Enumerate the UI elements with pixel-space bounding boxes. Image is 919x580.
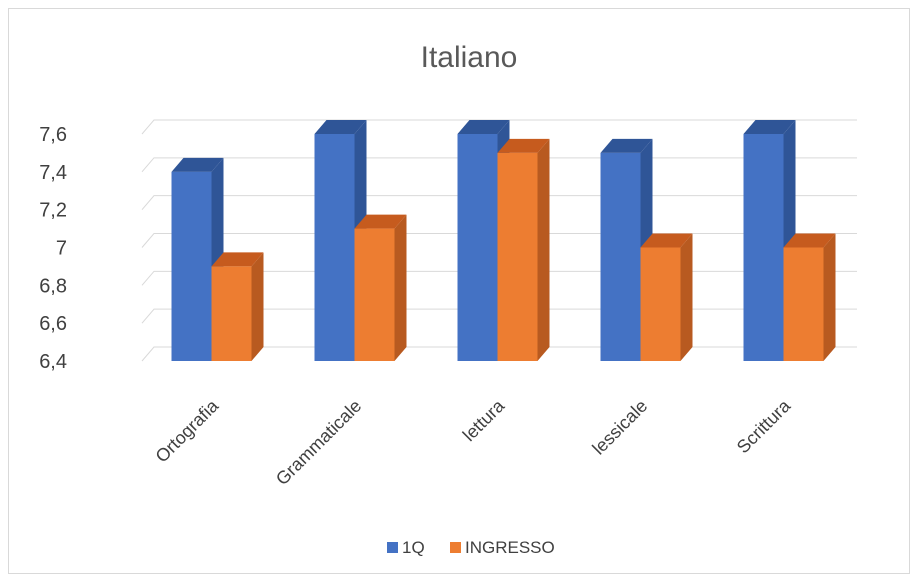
bar-front (640, 247, 681, 361)
y-tick-label: 6,8 (39, 275, 67, 297)
y-tick-label: 7 (56, 238, 67, 260)
bar-INGRESSO-lettura (497, 138, 550, 361)
bar-top (640, 233, 693, 248)
bars (171, 120, 836, 361)
y-tick-label: 7,6 (39, 124, 67, 146)
legend-label: 1Q (402, 538, 425, 557)
bar-front (171, 171, 212, 361)
y-tick-label: 6,6 (39, 313, 67, 335)
x-category-label: lessicale (588, 396, 651, 459)
bar-top (600, 138, 653, 153)
bar-INGRESSO-lessicale (640, 233, 693, 361)
bar-INGRESSO-Grammaticale (354, 214, 407, 361)
x-category-label: Grammaticale (272, 396, 365, 489)
gridlines (141, 119, 857, 362)
bar-front (497, 152, 538, 361)
bar-top (211, 252, 264, 267)
bar-side (680, 233, 693, 361)
bar-front (354, 228, 395, 361)
bar-top (783, 233, 836, 248)
legend-label: INGRESSO (465, 538, 555, 557)
bar-front (457, 134, 498, 361)
gridline (141, 119, 857, 135)
y-tick-label: 6,4 (39, 351, 67, 373)
bar-top (354, 214, 407, 229)
chart-frame: Italiano 6,4 6,6 6,8 7 7,2 7,4 7,6 Ortografia G… (8, 8, 910, 574)
bar-front (600, 152, 641, 361)
y-tick-label: 7,2 (39, 200, 67, 222)
bar-front (211, 266, 252, 361)
bar-INGRESSO-Scrittura (783, 233, 836, 361)
chart-canvas: Italiano 6,4 6,6 6,8 7 7,2 7,4 7,6 Ortografia G… (39, 41, 857, 557)
bar-side (251, 252, 264, 361)
bar-top (314, 120, 367, 134)
bar-top (743, 120, 796, 134)
bar-top (171, 157, 224, 172)
chart-title: Italiano (421, 41, 518, 74)
y-tick-label: 7,4 (39, 162, 67, 184)
bar-front (783, 247, 824, 361)
bar-INGRESSO-Ortografia (211, 252, 264, 361)
bar-side (823, 233, 836, 361)
bar-side (394, 214, 407, 361)
x-category-label: Scrittura (733, 395, 795, 457)
legend-item-1Q: 1Q (387, 538, 425, 557)
legend-swatch (450, 542, 461, 553)
bar-side (537, 138, 550, 361)
legend-swatch (387, 542, 398, 553)
x-category-label: lettura (459, 395, 509, 445)
x-axis-categories: Ortografia Grammaticale lettura lessicale Sc… (152, 395, 795, 489)
x-category-label: Ortografia (152, 395, 223, 466)
y-axis-ticks: 6,4 6,6 6,8 7 7,2 7,4 7,6 (39, 124, 67, 373)
bar-front (743, 134, 784, 361)
legend: 1Q INGRESSO (387, 538, 555, 557)
bar-top (457, 120, 510, 134)
bar-front (314, 134, 355, 361)
legend-item-INGRESSO: INGRESSO (450, 538, 555, 557)
bar-top (497, 138, 550, 153)
